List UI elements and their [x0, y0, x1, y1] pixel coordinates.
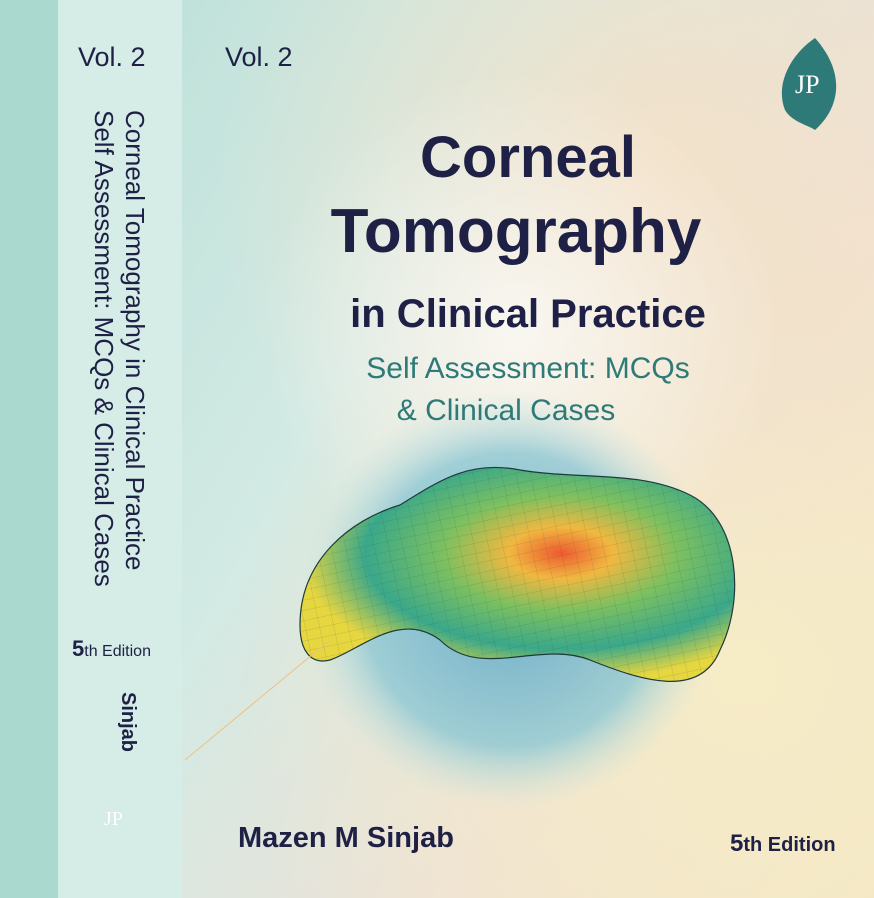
- subtitle-line: Self Assessment: MCQs: [366, 352, 690, 385]
- spine-edition: 5th Edition: [72, 636, 151, 662]
- spine-logo: JP: [104, 808, 123, 830]
- cover-logo: JP: [795, 70, 820, 99]
- spine-titles: Corneal Tomography in Clinical Practice …: [88, 110, 150, 587]
- spine-author: Sinjab: [117, 692, 139, 753]
- edition-suffix: th Edition: [84, 643, 151, 660]
- spine-title: Corneal Tomography in Clinical Practice: [120, 110, 150, 571]
- edition-number: 5: [730, 830, 744, 857]
- spine-subtitle: Self Assessment: MCQs & Clinical Cases: [89, 110, 119, 587]
- spine-panel: [58, 0, 182, 898]
- title-line: Corneal: [420, 125, 636, 190]
- spine-volume: Vol. 2: [78, 42, 146, 72]
- spine-strip: [0, 0, 58, 898]
- cover-edition: 5th Edition: [730, 830, 836, 858]
- cover-author: Mazen M Sinjab: [238, 822, 454, 854]
- cover-volume: Vol. 2: [225, 42, 293, 72]
- title-line: Tomography: [330, 197, 702, 266]
- title-line: in Clinical Practice: [350, 292, 706, 336]
- edition-number: 5: [72, 636, 85, 661]
- edition-suffix: th Edition: [743, 834, 836, 856]
- subtitle-line: & Clinical Cases: [396, 394, 616, 427]
